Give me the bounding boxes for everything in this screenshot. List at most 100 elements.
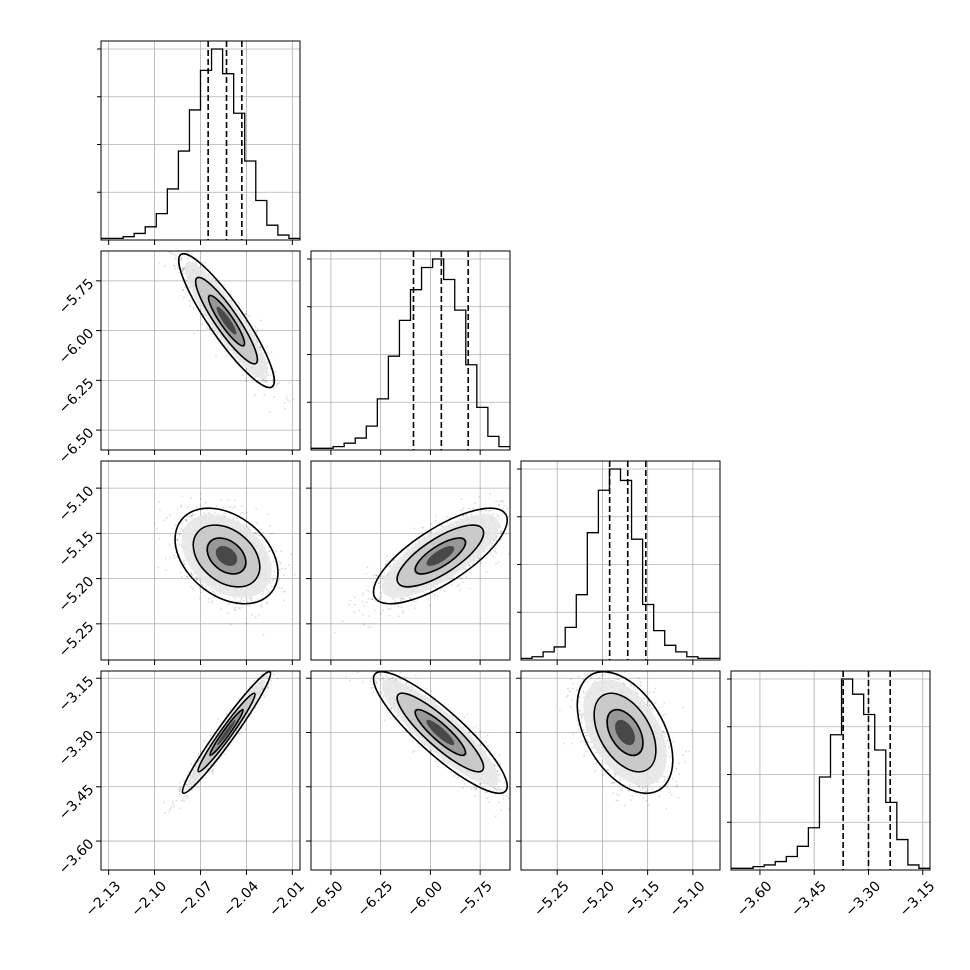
sample-point — [362, 592, 365, 595]
sample-point — [307, 539, 309, 541]
sample-point — [190, 763, 193, 766]
sample-point — [286, 398, 289, 401]
contour-line — [396, 524, 485, 588]
sample-point — [423, 536, 426, 538]
sample-point — [178, 533, 181, 536]
histogram-panel-2 — [521, 461, 720, 660]
sample-point — [199, 504, 202, 507]
sample-point — [202, 589, 205, 592]
sample-point — [179, 571, 182, 574]
sample-point — [156, 528, 159, 531]
sample-point — [169, 251, 172, 254]
sample-point — [368, 615, 371, 617]
sample-point — [391, 597, 394, 600]
sample-point — [250, 599, 253, 602]
sample-point — [275, 550, 277, 553]
sample-point — [234, 499, 236, 502]
sample-point — [272, 532, 275, 535]
sample-point — [372, 574, 375, 577]
sample-point — [232, 517, 235, 520]
sample-point — [501, 513, 504, 515]
sample-point — [182, 268, 185, 271]
sample-point — [363, 605, 366, 607]
sample-point — [179, 258, 182, 260]
sample-point — [472, 508, 475, 510]
scatter-panel-0-3 — [101, 666, 300, 870]
sample-point — [460, 578, 463, 580]
sample-point — [160, 234, 162, 236]
histogram-step — [101, 48, 300, 240]
sample-point — [424, 592, 427, 595]
sample-point — [273, 396, 276, 398]
sample-point — [507, 524, 510, 526]
sample-point — [184, 279, 187, 281]
sample-point — [207, 601, 210, 603]
sample-point — [427, 599, 429, 601]
sample-point — [365, 572, 368, 575]
sample-point — [181, 269, 184, 272]
sample-point — [480, 561, 482, 564]
sample-point — [254, 531, 257, 534]
histogram-step — [521, 468, 720, 660]
density-level — [215, 546, 238, 566]
sample-point — [234, 597, 237, 600]
sample-point — [380, 580, 383, 582]
sample-point — [502, 500, 504, 503]
sample-point — [394, 559, 396, 562]
sample-point — [353, 596, 356, 599]
sample-point — [468, 564, 471, 567]
sample-point — [188, 300, 191, 302]
sample-point — [178, 807, 181, 810]
sample-point — [258, 614, 261, 616]
sample-point — [192, 306, 195, 309]
sample-point — [183, 272, 185, 275]
sample-point — [283, 574, 285, 576]
sample-point — [254, 393, 256, 396]
sample-point — [278, 560, 281, 563]
sample-point — [176, 508, 179, 510]
sample-point — [413, 527, 416, 530]
sample-point — [277, 382, 280, 384]
sample-point — [446, 521, 449, 524]
sample-point — [255, 507, 258, 510]
sample-point — [268, 353, 271, 356]
sample-point — [170, 253, 173, 256]
sample-point — [433, 595, 436, 597]
sample-point — [402, 610, 405, 612]
sample-point — [189, 586, 192, 589]
sample-point — [354, 603, 356, 606]
sample-point — [168, 544, 171, 547]
sample-point — [213, 511, 216, 514]
sample-point — [230, 623, 233, 626]
sample-point — [178, 243, 180, 245]
histogram-step — [311, 258, 510, 450]
sample-point — [257, 341, 259, 343]
sample-point — [141, 207, 143, 209]
sample-point — [498, 505, 500, 507]
sample-point — [198, 597, 201, 600]
sample-point — [183, 268, 186, 271]
sample-point — [257, 327, 259, 330]
sample-point — [223, 284, 225, 286]
sample-point — [250, 597, 253, 599]
sample-point — [215, 355, 217, 358]
sample-point — [468, 564, 471, 567]
sample-point — [500, 530, 503, 532]
sample-point — [198, 586, 201, 589]
sample-point — [220, 498, 223, 501]
sample-point — [399, 600, 402, 602]
sample-point — [264, 666, 266, 668]
sample-point — [217, 513, 220, 515]
sample-point — [186, 257, 189, 260]
sample-point — [245, 511, 248, 514]
sample-point — [284, 407, 286, 410]
sample-point — [448, 578, 451, 581]
sample-point — [494, 547, 497, 549]
sample-point — [461, 509, 464, 512]
sample-point — [288, 400, 291, 403]
sample-point — [245, 373, 248, 375]
sample-point — [266, 592, 269, 595]
sample-point — [267, 546, 270, 548]
sample-point — [281, 567, 283, 570]
sample-point — [239, 512, 242, 515]
